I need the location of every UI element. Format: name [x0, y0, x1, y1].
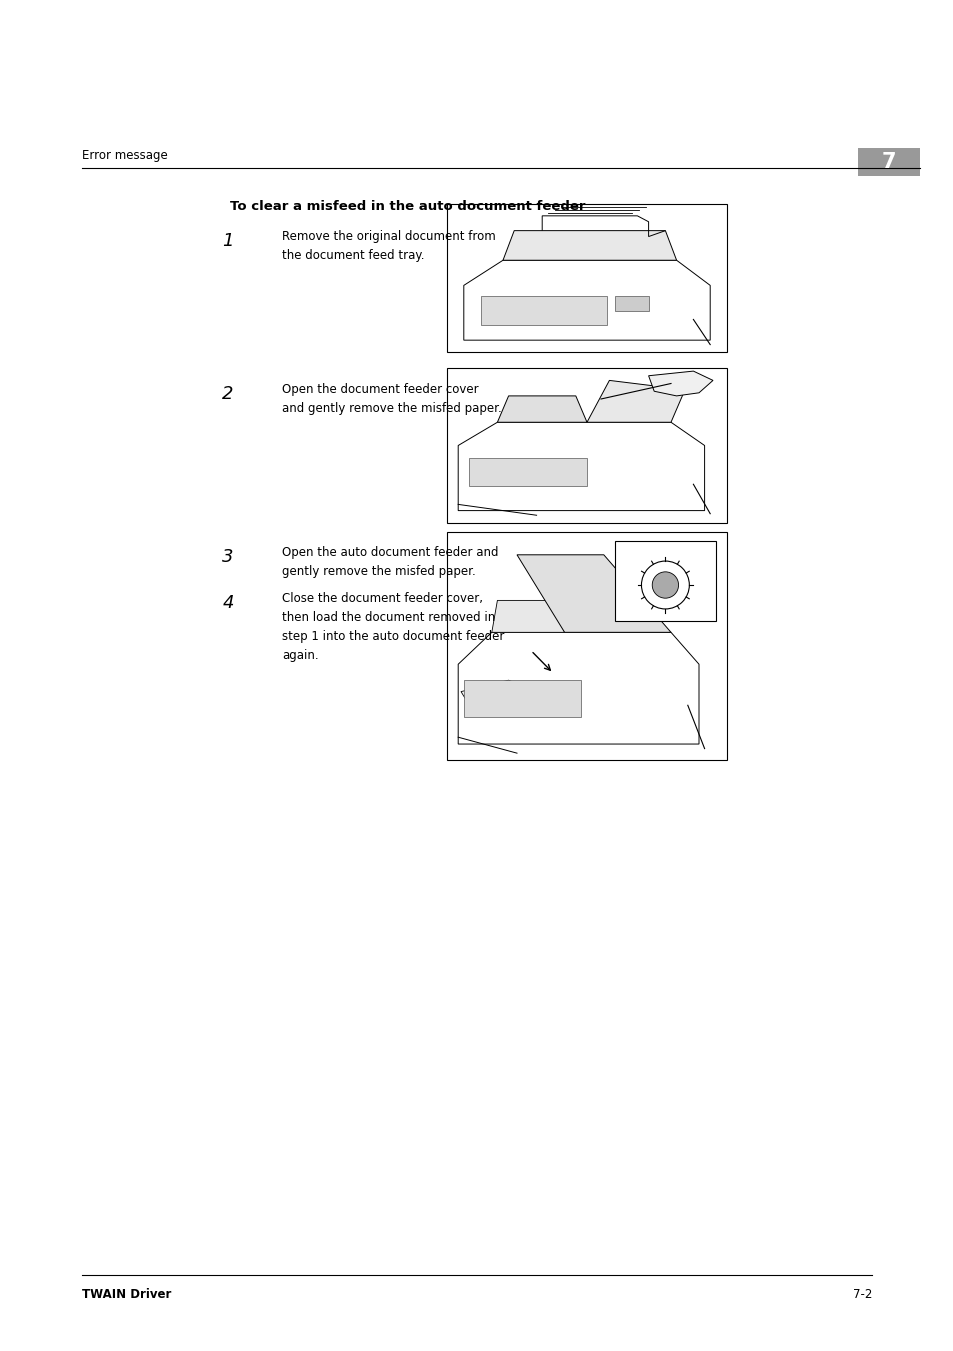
Bar: [480, 296, 606, 326]
Text: Open the document feeder cover
and gently remove the misfed paper.: Open the document feeder cover and gentl…: [282, 382, 501, 415]
Polygon shape: [586, 381, 684, 423]
Bar: [447, 532, 726, 761]
Text: 7: 7: [881, 153, 895, 172]
Text: TWAIN Driver: TWAIN Driver: [82, 1288, 172, 1301]
Text: Open the auto document feeder and
gently remove the misfed paper.: Open the auto document feeder and gently…: [282, 546, 498, 578]
Polygon shape: [497, 396, 586, 423]
Bar: [447, 204, 726, 353]
Text: 4: 4: [222, 594, 233, 612]
Text: To clear a misfeed in the auto document feeder: To clear a misfeed in the auto document …: [230, 200, 585, 213]
Bar: [469, 458, 586, 486]
Text: 2: 2: [222, 385, 233, 403]
Circle shape: [652, 571, 678, 598]
Polygon shape: [517, 555, 670, 632]
Polygon shape: [492, 600, 564, 632]
Polygon shape: [502, 231, 676, 261]
Text: Error message: Error message: [82, 149, 168, 162]
Bar: [463, 680, 580, 716]
Text: 7-2: 7-2: [852, 1288, 871, 1301]
Bar: [447, 367, 726, 523]
Text: Close the document feeder cover,
then load the document removed in
step 1 into t: Close the document feeder cover, then lo…: [282, 592, 504, 662]
Bar: [615, 542, 715, 621]
Text: Remove the original document from
the document feed tray.: Remove the original document from the do…: [282, 230, 496, 262]
Bar: [857, 149, 919, 176]
Text: 1: 1: [222, 232, 233, 250]
Polygon shape: [460, 680, 525, 705]
Text: 3: 3: [222, 549, 233, 566]
Polygon shape: [648, 372, 712, 396]
Bar: [615, 296, 648, 311]
